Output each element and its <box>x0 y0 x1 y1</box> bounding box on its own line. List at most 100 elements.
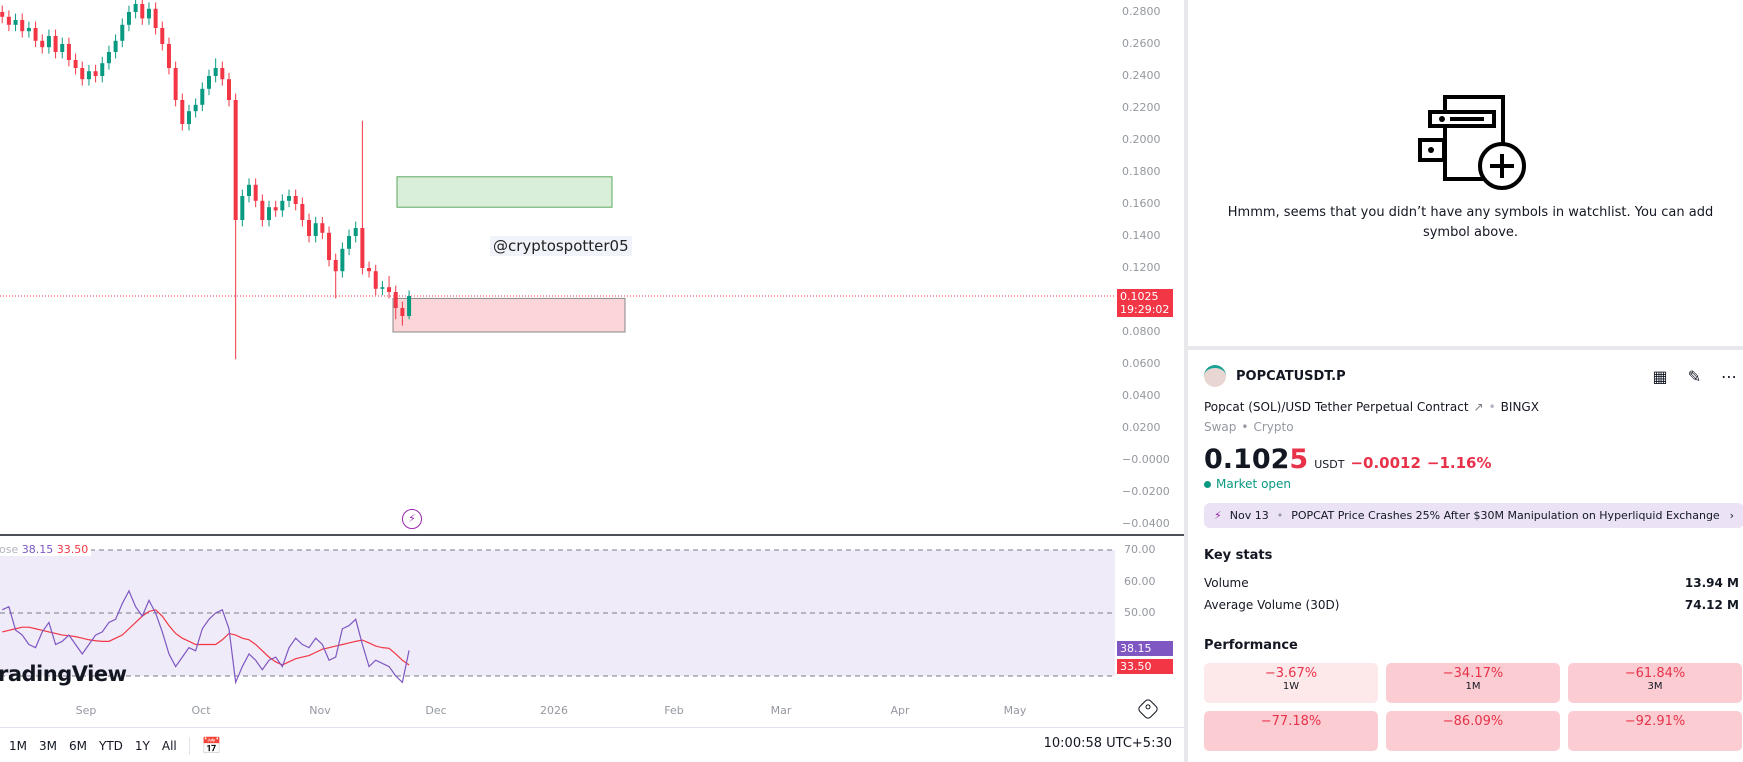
perf-period: 1M <box>1465 681 1481 692</box>
separator-dot: • <box>1488 400 1496 414</box>
tradingview-logo[interactable]: radingView <box>0 662 127 686</box>
candle-body <box>267 207 272 220</box>
perf-cell[interactable]: −77.18% <box>1204 711 1378 751</box>
external-link-icon[interactable]: ↗ <box>1473 400 1484 414</box>
time-tick: Apr <box>890 704 910 717</box>
lightning-icon[interactable]: ⚡ <box>402 509 422 529</box>
more-icon[interactable]: ⋯ <box>1721 366 1737 386</box>
price-last-digit: 5 <box>1289 444 1309 475</box>
candle-body <box>66 44 71 60</box>
candle-body <box>160 28 165 44</box>
candle-body <box>6 16 11 25</box>
rsi-tick: 60.00 <box>1124 574 1156 588</box>
candle-body <box>140 4 145 19</box>
time-tick: Dec <box>425 704 447 717</box>
candle-body <box>100 63 105 76</box>
candle-body <box>186 111 191 124</box>
last-price: 0.1025 <box>1204 444 1308 475</box>
price-tick: 0.1600 <box>1122 197 1161 210</box>
candle-body <box>40 40 45 48</box>
candle-body <box>393 292 398 308</box>
rsi-line <box>1 589 410 685</box>
candle-body <box>226 79 231 100</box>
price-tick: 0.2600 <box>1122 37 1161 50</box>
perf-cell[interactable]: −86.09% <box>1386 711 1560 751</box>
candle-body <box>320 223 325 233</box>
perf-value: −34.17% <box>1442 666 1504 681</box>
candle-body <box>166 44 171 68</box>
demand-zone <box>392 297 626 333</box>
range-toolbar: 1M 3M 6M YTD 1Y All 📅 <box>9 736 222 755</box>
chevron-right-icon: › <box>1729 509 1734 522</box>
price-change-percent: −1.16% <box>1426 454 1492 472</box>
price-change: −0.0012 <box>1350 454 1421 472</box>
time-tick: Oct <box>191 704 211 717</box>
candle-body <box>280 200 285 211</box>
price-tick: 0.1800 <box>1122 165 1161 178</box>
candle-body <box>173 68 178 100</box>
time-tick: Feb <box>664 704 684 717</box>
candle-body <box>180 100 185 124</box>
price-tick: 0.2800 <box>1122 5 1161 18</box>
layout-grid-icon[interactable]: ▦ <box>1652 366 1668 386</box>
perf-cell-3m[interactable]: −61.84% 3M <box>1568 663 1742 703</box>
market-status-dot <box>1204 480 1211 488</box>
range-1y[interactable]: 1Y <box>134 738 150 753</box>
price-tick: 0.1200 <box>1122 261 1161 274</box>
lightning-icon: ⚡ <box>1214 509 1222 522</box>
candle-body <box>273 207 278 211</box>
current-price: 0.1025 <box>1120 290 1159 303</box>
candle-body <box>0 12 5 17</box>
candle-body <box>333 260 338 272</box>
symbol-ticker[interactable]: POPCATUSDT.P <box>1236 368 1346 384</box>
rsi-value-badge: 38.15 <box>1117 641 1173 656</box>
perf-cell-1w[interactable]: −3.67% 1W <box>1204 663 1378 703</box>
calendar-goto-icon[interactable]: 📅 <box>201 736 222 755</box>
chart-area[interactable]: 0.2800 0.2600 0.2400 0.2200 0.2000 0.1800 0.16… <box>0 0 1184 762</box>
range-3m[interactable]: 3M <box>39 738 57 753</box>
range-ytd[interactable]: YTD <box>99 738 123 753</box>
range-all[interactable]: All <box>161 738 177 753</box>
candle-body <box>220 68 225 80</box>
candle-body <box>233 100 238 220</box>
perf-cell-1m[interactable]: −34.17% 1M <box>1386 663 1560 703</box>
candle-body <box>240 196 245 220</box>
candle-body <box>60 44 65 52</box>
time-tick: Nov <box>309 704 331 717</box>
stat-label: Volume <box>1204 576 1249 590</box>
candle-body <box>193 104 198 112</box>
range-6m[interactable]: 6M <box>69 738 87 753</box>
candle-body <box>86 71 91 80</box>
price-main: 0.102 <box>1204 444 1290 475</box>
news-banner[interactable]: ⚡ Nov 13 • POPCAT Price Crashes 25% Afte… <box>1204 503 1743 528</box>
candle-body <box>367 268 372 272</box>
candle-body <box>380 287 385 289</box>
rsi-legend-value: 38.15 <box>21 543 54 556</box>
price-tick: 0.0600 <box>1122 357 1161 370</box>
edit-icon[interactable]: ✎ <box>1687 366 1701 386</box>
toolbar-divider <box>0 727 1184 728</box>
symbol-exchange[interactable]: BINGX <box>1500 400 1539 414</box>
price-tick: −0.0000 <box>1122 453 1170 466</box>
price-tick: 0.2400 <box>1122 69 1161 82</box>
price-chart[interactable] <box>0 0 1184 762</box>
candle-body <box>126 12 131 25</box>
watermark-text: @cryptospotter05 <box>490 236 632 256</box>
market-status: Market open <box>1216 477 1292 491</box>
candle-body <box>253 184 258 201</box>
candle-body <box>347 236 352 249</box>
candle-body <box>387 287 392 292</box>
current-price-badge: 0.1025 19:29:02 <box>1117 289 1173 317</box>
rsi-legend[interactable]: ose 38.15 33.50 <box>0 543 92 556</box>
stat-value: 74.12 M <box>1684 598 1739 612</box>
perf-value: −61.84% <box>1624 666 1686 681</box>
perf-cell[interactable]: −92.91% <box>1568 711 1742 751</box>
perf-period: 1W <box>1282 681 1300 692</box>
candle-body <box>400 308 405 316</box>
candle-body <box>33 28 38 41</box>
range-1m[interactable]: 1M <box>9 738 27 753</box>
stat-row: Volume 13.94 M <box>1204 576 1743 590</box>
rsi-tick: 50.00 <box>1124 606 1156 619</box>
clock[interactable]: 10:00:58 UTC+5:30 <box>1043 736 1172 751</box>
candle-body <box>293 196 298 204</box>
